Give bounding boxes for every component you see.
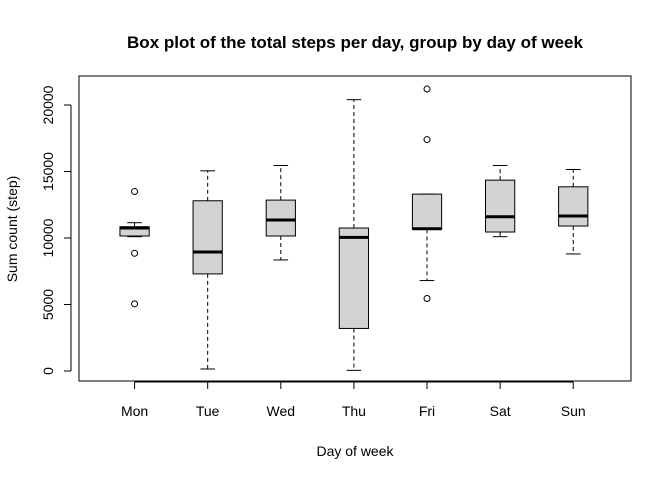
y-axis: 0 5000 10000 15000 20000 xyxy=(40,85,72,375)
iqr-box xyxy=(265,199,296,237)
outlier-point xyxy=(131,187,139,195)
x-tick-label: Wed xyxy=(267,403,296,419)
x-tick-label: Sun xyxy=(561,403,586,419)
boxes xyxy=(119,85,589,371)
y-tick-label: 20000 xyxy=(40,85,56,124)
x-tick-label: Fri xyxy=(419,403,435,419)
x-axis: Mon Tue Wed Thu Fri Sat Sun xyxy=(121,381,586,419)
x-tick-label: Sat xyxy=(490,403,511,419)
outlier-point xyxy=(423,136,431,144)
outlier-point xyxy=(423,85,431,93)
x-tick-label: Mon xyxy=(121,403,148,419)
box-wed xyxy=(265,165,296,261)
y-tick-label: 10000 xyxy=(40,218,56,257)
x-axis-label: Day of week xyxy=(316,443,394,459)
y-axis-label: Sum count (step) xyxy=(4,176,20,283)
plot-frame xyxy=(78,75,632,382)
iqr-box xyxy=(558,186,589,227)
iqr-box xyxy=(485,179,516,233)
x-tick-label: Tue xyxy=(196,403,220,419)
box-sun xyxy=(558,169,589,255)
box-thu xyxy=(338,99,370,371)
outlier-point xyxy=(131,300,139,308)
outlier-point xyxy=(423,295,431,303)
x-tick-label: Thu xyxy=(342,403,366,419)
iqr-box xyxy=(411,193,443,230)
iqr-box xyxy=(192,200,223,275)
y-tick-label: 15000 xyxy=(40,152,56,191)
box-sat xyxy=(485,165,516,238)
chart-title: Box plot of the total steps per day, gro… xyxy=(127,33,583,52)
box-fri xyxy=(411,85,443,303)
iqr-box xyxy=(338,227,370,329)
y-tick-label: 0 xyxy=(40,367,56,375)
y-tick-label: 5000 xyxy=(40,289,56,320)
box-tue xyxy=(192,170,223,370)
box-mon xyxy=(119,187,150,308)
outlier-point xyxy=(131,249,139,257)
